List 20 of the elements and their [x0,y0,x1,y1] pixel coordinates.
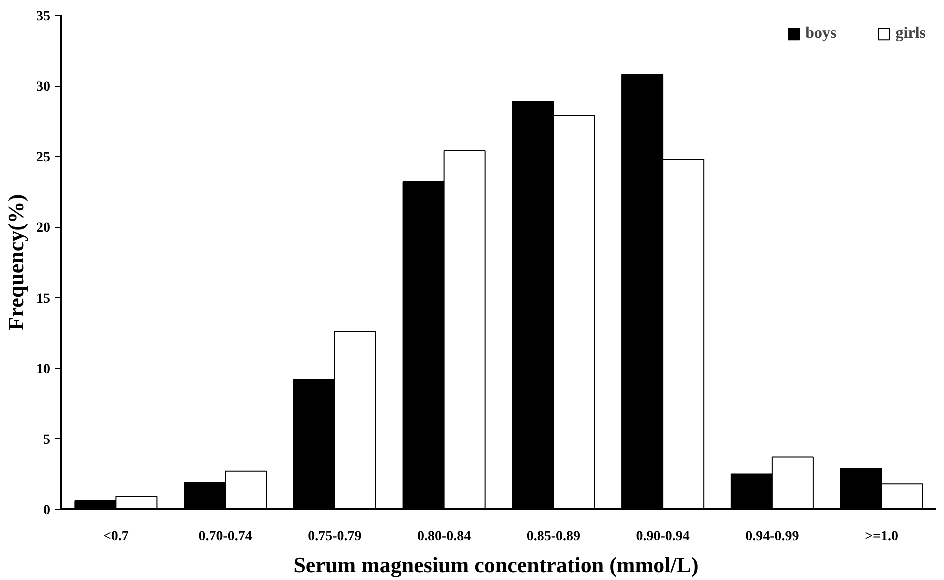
x-tick-label: 0.90-0.94 [636,530,690,544]
x-tick-label: 0.70-0.74 [198,530,252,544]
legend-label: girls [896,25,926,43]
y-tick-label: 30 [36,80,50,96]
x-tick-label: <0.7 [103,530,129,544]
legend-label: boys [806,25,837,43]
y-tick-label: 35 [36,10,50,24]
y-tick-label: 0 [44,504,50,518]
y-axis-title: Frequency(%) [4,194,28,331]
x-tick-label: 0.80-0.84 [417,530,472,544]
x-axis-title: Serum magnesium concentration (mmol/L) [294,552,699,578]
y-tick-label: 10 [36,362,50,378]
y-tick-label: 5 [44,432,50,448]
y-tick-label: 20 [36,221,50,236]
x-tick-label: 0.94-0.99 [746,530,800,544]
x-tick-label: 0.85-0.89 [526,530,581,544]
y-tick-label: 25 [36,150,50,166]
x-tick-label: 0.75-0.79 [308,530,362,544]
y-tick-label: 15 [36,292,50,307]
x-tick-label: >=1.0 [865,530,899,544]
